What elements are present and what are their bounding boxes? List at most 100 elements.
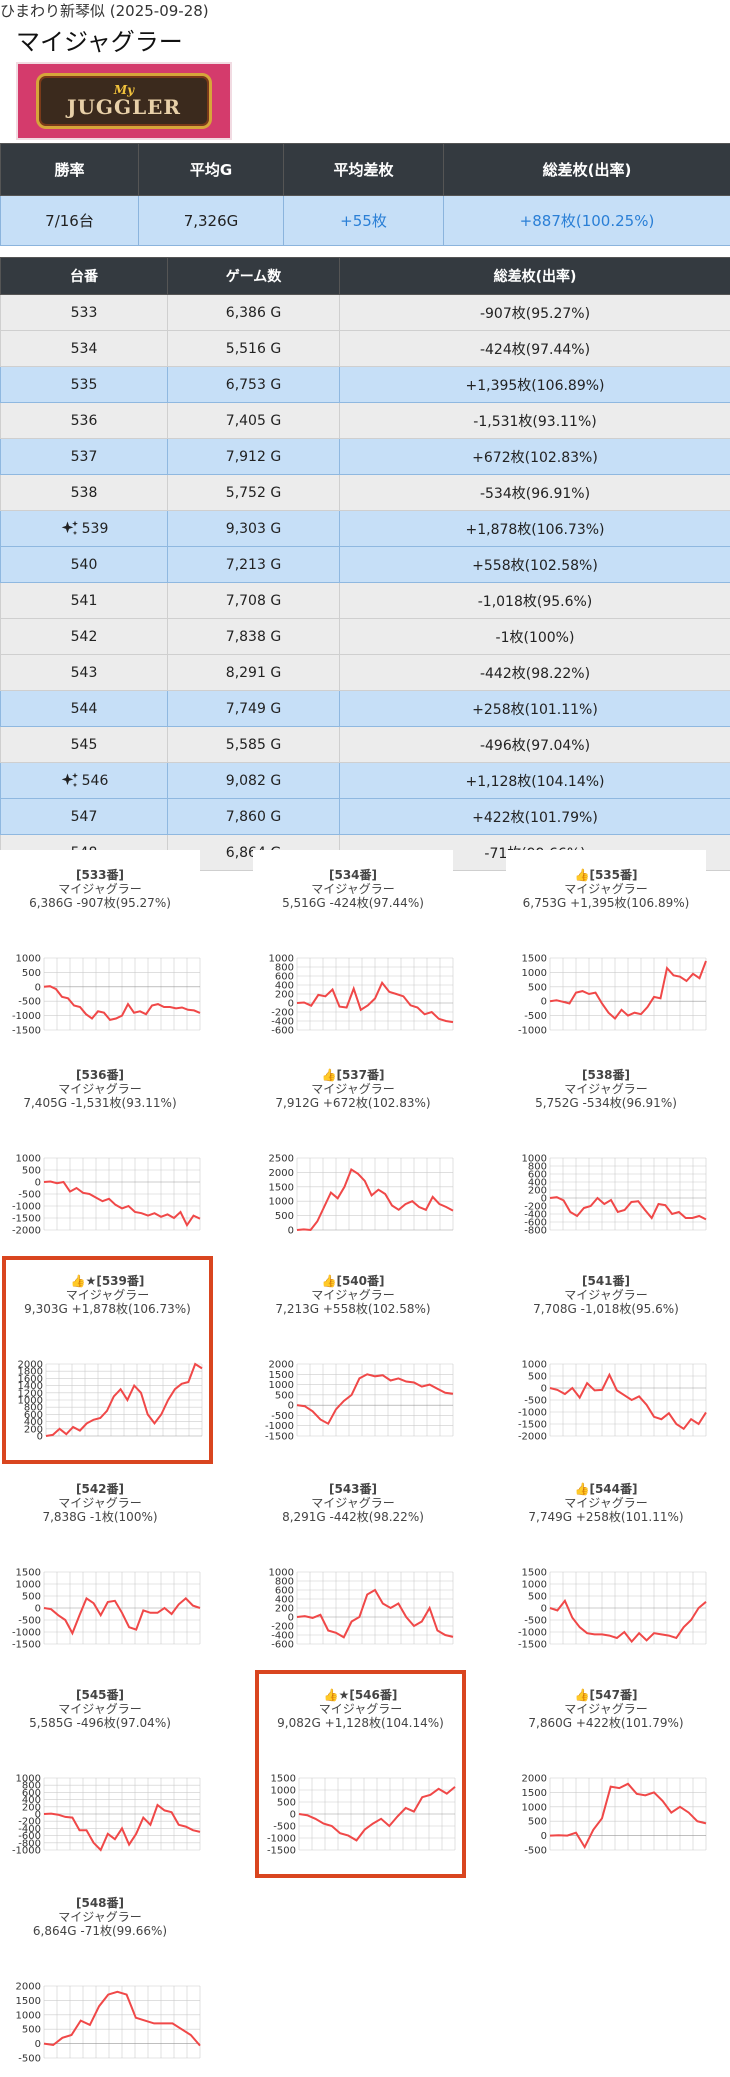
machine-chart-card[interactable]: [538番] マイジャグラー 5,752G -534枚(96.91%) 1000 800… xyxy=(506,1050,707,1246)
machine-chart-card[interactable]: 👍★[539番] マイジャグラー 9,303G +1,878枚(106.73%) 20… xyxy=(2,1256,213,1464)
diff-series-line xyxy=(296,1588,454,1639)
y-tick-label: 0 xyxy=(541,1604,547,1615)
chart-info: 6,864G -71枚(99.66%) xyxy=(32,1924,168,1938)
machine-header-id: 台番 xyxy=(0,257,168,295)
table-row[interactable]: 544 7,749 G +258枚(101.11%) xyxy=(0,690,730,727)
machine-chart-card[interactable]: [543番] マイジャグラー 8,291G -442枚(98.22%) 1000 800… xyxy=(253,1464,454,1660)
machine-chart-card[interactable]: [545番] マイジャグラー 5,585G -496枚(97.04%) 1000 800… xyxy=(0,1670,201,1866)
chart-title: [543番] xyxy=(253,1482,453,1496)
thumbs-up-icon: 👍 xyxy=(321,1274,337,1288)
chart-title: 👍[540番] xyxy=(253,1274,453,1288)
machine-header-diff: 総差枚(出率) xyxy=(339,257,730,295)
table-row[interactable]: 537 7,912 G +672枚(102.83%) xyxy=(0,438,730,475)
y-tick-label: -1500 xyxy=(518,1420,547,1431)
chart-machine-name: マイジャグラー xyxy=(564,1082,648,1096)
machine-chart-card[interactable]: 👍[540番] マイジャグラー 7,213G +558枚(102.58%) 2000 1… xyxy=(253,1256,454,1452)
machine-id-cell: 537 xyxy=(0,438,168,475)
table-row[interactable]: 541 7,708 G -1,018枚(95.6%) xyxy=(0,582,730,619)
chart-info: 7,213G +558枚(102.58%) xyxy=(275,1302,431,1316)
table-row[interactable]: 536 7,405 G -1,531枚(93.11%) xyxy=(0,402,730,439)
machine-games: 5,752 G xyxy=(167,474,340,511)
table-row[interactable]: 533 6,386 G -907枚(95.27%) xyxy=(0,294,730,331)
machine-chart-card[interactable]: 👍★[546番] マイジャグラー 9,082G +1,128枚(104.14%) 15… xyxy=(255,1670,466,1878)
diff-series-line xyxy=(298,1786,456,1842)
table-row[interactable]: 535 6,753 G +1,395枚(106.89%) xyxy=(0,366,730,403)
machine-games: 7,708 G xyxy=(167,582,340,619)
chart-machine-name: マイジャグラー xyxy=(58,1910,142,1924)
table-row[interactable]: 540 7,213 G +558枚(102.58%) xyxy=(0,546,730,583)
table-row[interactable]: 534 5,516 G -424枚(97.44%) xyxy=(0,330,730,367)
table-row[interactable]: 542 7,838 G -1枚(100%) xyxy=(0,618,730,655)
y-tick-label: 500 xyxy=(275,1211,294,1222)
chart-info: 8,291G -442枚(98.22%) xyxy=(282,1510,424,1524)
machine-diff: +1,878枚(106.73%) xyxy=(339,510,730,547)
chart-machine-name: マイジャグラー xyxy=(564,882,648,896)
machine-games: 7,838 G xyxy=(167,618,340,655)
y-tick-label: 1000 xyxy=(269,1568,294,1579)
machine-chart-card[interactable]: [542番] マイジャグラー 7,838G -1枚(100%) 1500 1000 500… xyxy=(0,1464,201,1660)
my-juggler-logo: My JUGGLER xyxy=(16,62,232,140)
machine-chart-card[interactable]: [548番] マイジャグラー 6,864G -71枚(99.66%) 2000 1500… xyxy=(0,1878,201,2074)
y-tick-label: 0 xyxy=(541,1831,547,1842)
y-tick-label: 400 xyxy=(275,1595,294,1606)
table-row[interactable]: 539 9,303 G +1,878枚(106.73%) xyxy=(0,510,730,547)
machine-chart-card[interactable]: 👍[535番] マイジャグラー 6,753G +1,395枚(106.89%) 150… xyxy=(506,850,707,1046)
machine-chart-card[interactable]: [533番] マイジャグラー 6,386G -907枚(95.27%) 1000 500… xyxy=(0,850,201,1046)
machine-chart-card[interactable]: 👍[547番] マイジャグラー 7,860G +422枚(101.79%) 2000 1… xyxy=(506,1670,707,1866)
chart-title: 👍★[539番] xyxy=(6,1274,209,1288)
y-tick-label: 1000 xyxy=(522,1802,547,1813)
machine-chart-card[interactable]: [534番] マイジャグラー 5,516G -424枚(97.44%) 1000 800… xyxy=(253,850,454,1046)
y-tick-label: -500 xyxy=(524,1011,547,1022)
chart-title-text: [547番] xyxy=(589,1688,638,1702)
machine-chart-card[interactable]: [541番] マイジャグラー 7,708G -1,018枚(95.6%) 1000 50… xyxy=(506,1256,707,1452)
chart-title: [542番] xyxy=(0,1482,200,1496)
y-tick-label: 1500 xyxy=(269,1370,294,1381)
machine-chart-card[interactable]: 👍[537番] マイジャグラー 7,912G +672枚(102.83%) 2500 2… xyxy=(253,1050,454,1246)
y-tick-label: 1000 xyxy=(522,1580,547,1591)
y-tick-label: 600 xyxy=(275,1586,294,1597)
table-row[interactable]: 546 9,082 G +1,128枚(104.14%) xyxy=(0,762,730,799)
y-tick-label: -1500 xyxy=(267,1846,296,1855)
machine-id-cell: 544 xyxy=(0,690,168,727)
machine-id-cell: 540 xyxy=(0,546,168,583)
summary-table: 勝率 平均G 平均差枚 総差枚(出率) 7/16台 7,326G +55枚 +8… xyxy=(0,143,730,246)
y-tick-label: 2000 xyxy=(269,1360,294,1371)
y-tick-label: 0 xyxy=(288,1401,294,1412)
machine-chart-card[interactable]: [536番] マイジャグラー 7,405G -1,531枚(93.11%) 1000 5… xyxy=(0,1050,201,1246)
table-row[interactable]: 547 7,860 G +422枚(101.79%) xyxy=(0,798,730,835)
y-tick-label: 500 xyxy=(275,1390,294,1401)
y-tick-label: 0 xyxy=(37,1432,43,1441)
chart-title-text: [545番] xyxy=(75,1688,125,1702)
machine-diff: +422枚(101.79%) xyxy=(339,798,730,835)
machine-id: 540 xyxy=(70,556,98,573)
y-tick-label: 600 xyxy=(275,972,294,983)
y-tick-label: 600 xyxy=(24,1410,43,1421)
thumbs-up-icon: 👍 xyxy=(323,1688,339,1702)
page-subtitle: ひまわり新琴似 (2025-09-28) xyxy=(0,2,209,20)
y-tick-label: 1400 xyxy=(18,1381,43,1392)
machine-id-cell: 543 xyxy=(0,654,168,691)
table-row[interactable]: 538 5,752 G -534枚(96.91%) xyxy=(0,474,730,511)
y-tick-label: -600 xyxy=(524,1218,547,1229)
y-tick-label: 1000 xyxy=(16,1154,41,1165)
chart-title: [538番] xyxy=(506,1068,706,1082)
y-tick-label: 0 xyxy=(35,1178,41,1189)
machine-id-cell: 533 xyxy=(0,294,168,331)
chart-info: 9,303G +1,878枚(106.73%) xyxy=(24,1302,191,1316)
table-row[interactable]: 545 5,585 G -496枚(97.04%) xyxy=(0,726,730,763)
table-row[interactable]: 543 8,291 G -442枚(98.22%) xyxy=(0,654,730,691)
machine-diff: -907枚(95.27%) xyxy=(339,294,730,331)
machine-games: 6,386 G xyxy=(167,294,340,331)
y-tick-label: -1000 xyxy=(518,1628,547,1639)
chart-info: 6,753G +1,395枚(106.89%) xyxy=(522,896,690,910)
machine-games: 5,516 G xyxy=(167,330,340,367)
y-tick-label: -2000 xyxy=(12,1226,41,1235)
machine-chart-card[interactable]: 👍[544番] マイジャグラー 7,749G +258枚(101.11%) 1500 1… xyxy=(506,1464,707,1660)
y-tick-label: -500 xyxy=(273,1822,296,1833)
y-tick-label: 1600 xyxy=(18,1374,43,1385)
y-tick-label: 400 xyxy=(24,1417,43,1428)
y-tick-label: 1500 xyxy=(522,1568,547,1579)
chart-info: 5,752G -534枚(96.91%) xyxy=(535,1096,677,1110)
